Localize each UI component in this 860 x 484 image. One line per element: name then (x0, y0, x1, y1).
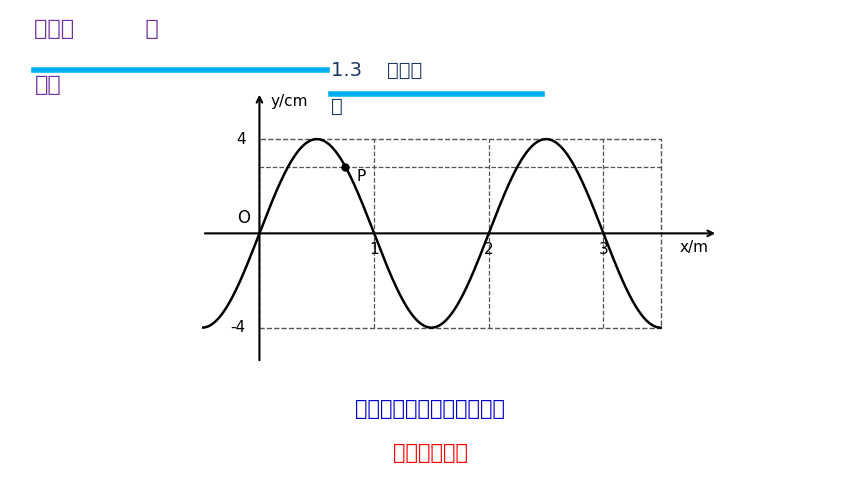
Text: 教材、草稿本: 教材、草稿本 (392, 442, 468, 463)
Text: 像: 像 (331, 97, 343, 116)
Text: 3: 3 (599, 242, 608, 257)
Text: -4: -4 (230, 320, 246, 335)
Text: 温馨提示：请做好课前准备: 温馨提示：请做好课前准备 (355, 399, 505, 419)
Text: 2: 2 (484, 242, 494, 257)
Text: O: O (237, 210, 250, 227)
Text: 第二章          机: 第二章 机 (34, 19, 159, 39)
Text: 4: 4 (236, 132, 246, 147)
Text: x/m: x/m (680, 241, 709, 256)
Bar (260, 139, 660, 328)
Text: 1.3    波的图: 1.3 波的图 (331, 60, 422, 79)
Text: 械波: 械波 (34, 75, 61, 95)
Text: y/cm: y/cm (271, 94, 309, 109)
Text: 1: 1 (369, 242, 379, 257)
Text: P: P (357, 169, 366, 184)
